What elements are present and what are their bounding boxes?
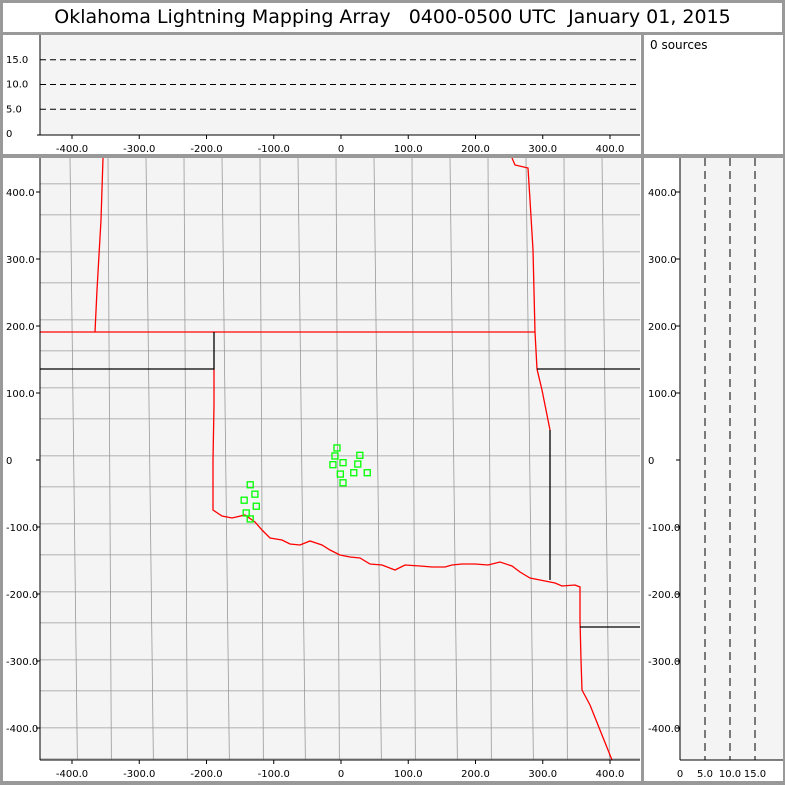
- x-tick-label: -200.0: [190, 144, 222, 155]
- x-tick-label: 100.0: [394, 144, 423, 155]
- station-marker: [251, 490, 259, 498]
- county-line: [449, 157, 458, 761]
- x-tick-label: -400.0: [56, 769, 88, 780]
- y-tick-label: -400.0: [648, 724, 680, 735]
- y-tick-label: -200.0: [6, 590, 38, 601]
- county-line: [183, 157, 188, 761]
- x-tick-label: -100.0: [258, 769, 290, 780]
- state-border: [40, 332, 215, 370]
- x-tick-label: -400.0: [56, 144, 88, 155]
- y-tick-label: 400.0: [6, 188, 35, 199]
- y-tick-label: 400.0: [648, 188, 677, 199]
- station-marker: [240, 496, 248, 504]
- county-line: [525, 157, 534, 761]
- x-tick-label: -300.0: [123, 144, 155, 155]
- x-tick-label: 200.0: [461, 769, 490, 780]
- x-tick-label: 0: [338, 144, 344, 155]
- y-tick-label: 0: [6, 456, 12, 467]
- y-tick-label: 100.0: [648, 389, 677, 400]
- x-tick-label: 300.0: [528, 769, 557, 780]
- station-marker: [329, 461, 337, 469]
- chart-title: Oklahoma Lightning Mapping Array 0400-05…: [3, 3, 782, 32]
- y-tick-label: 0: [648, 456, 654, 467]
- station-marker: [252, 502, 260, 510]
- x-tick-label: 100.0: [394, 769, 423, 780]
- y-tick-label: 300.0: [6, 255, 35, 266]
- source-count: 0 sources: [650, 38, 708, 52]
- y-tick-label: 300.0: [648, 255, 677, 266]
- station-marker: [354, 460, 362, 468]
- county-line: [145, 157, 154, 761]
- x-tick-label: 5.0: [697, 769, 713, 780]
- county-line: [411, 157, 416, 761]
- station-marker: [339, 459, 347, 467]
- station-marker: [350, 469, 358, 477]
- x-tick-label: -100.0: [258, 144, 290, 155]
- county-line: [563, 157, 568, 761]
- county-line: [259, 157, 264, 761]
- y-tick-label: 200.0: [648, 322, 677, 333]
- side-plot-area: [680, 158, 783, 760]
- county-line: [297, 157, 306, 761]
- county-line: [373, 157, 382, 761]
- y-tick-label: -100.0: [6, 523, 38, 534]
- x-tick-label: -300.0: [123, 769, 155, 780]
- x-tick-label: 200.0: [461, 144, 490, 155]
- state-border: [94, 157, 104, 333]
- x-tick-label: 300.0: [528, 144, 557, 155]
- x-tick-label: 0: [338, 769, 344, 780]
- y-tick-label: -400.0: [6, 724, 38, 735]
- y-tick-label: -300.0: [6, 657, 38, 668]
- station-marker: [336, 470, 344, 478]
- y-tick-label: -100.0: [648, 523, 680, 534]
- x-tick-label: -200.0: [190, 769, 222, 780]
- y-tick-label: 10.0: [6, 80, 28, 91]
- y-tick-label: 100.0: [6, 389, 35, 400]
- x-tick-label: 15.0: [744, 769, 766, 780]
- county-line: [107, 157, 112, 761]
- x-tick-label: 400.0: [596, 144, 625, 155]
- y-tick-label: -300.0: [648, 657, 680, 668]
- station-marker: [246, 481, 254, 489]
- x-tick-label: 10.0: [719, 769, 741, 780]
- county-line: [69, 157, 78, 761]
- x-tick-label: 0: [677, 769, 683, 780]
- y-tick-label: 0: [6, 129, 12, 140]
- y-tick-label: 15.0: [6, 55, 28, 66]
- source-count-box: 0 sources: [644, 35, 783, 154]
- y-tick-label: -200.0: [648, 590, 680, 601]
- station-marker: [363, 469, 371, 477]
- state-border: [511, 157, 551, 431]
- x-tick-label: 400.0: [596, 769, 625, 780]
- county-line: [487, 157, 492, 761]
- county-line: [601, 157, 610, 761]
- station-marker: [331, 452, 339, 460]
- y-tick-label: 5.0: [6, 104, 22, 115]
- station-marker: [339, 479, 347, 487]
- county-line: [221, 157, 230, 761]
- station-marker: [246, 515, 254, 523]
- station-marker: [333, 444, 341, 452]
- y-tick-label: 200.0: [6, 322, 35, 333]
- station-marker: [242, 509, 250, 517]
- station-marker: [356, 451, 364, 459]
